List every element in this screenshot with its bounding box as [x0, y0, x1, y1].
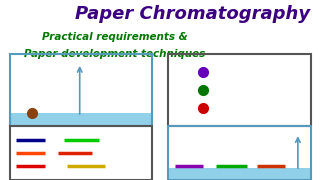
Bar — [168, 126, 310, 180]
Bar — [168, 168, 310, 180]
Bar — [10, 126, 152, 180]
Text: Practical requirements &: Practical requirements & — [42, 32, 187, 42]
Bar — [10, 113, 152, 126]
Text: Paper Chromatography: Paper Chromatography — [76, 5, 310, 23]
Bar — [10, 54, 152, 126]
Bar — [168, 54, 310, 126]
Text: Paper development techniques: Paper development techniques — [24, 49, 205, 59]
